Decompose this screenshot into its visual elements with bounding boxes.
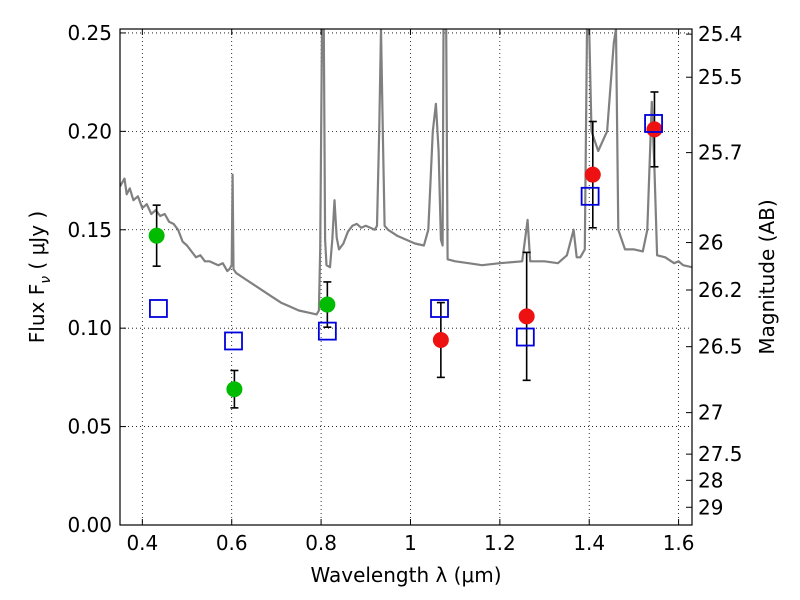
- model-band-point: [430, 299, 449, 318]
- data-point: [518, 308, 535, 325]
- x-tick-label: 1: [404, 531, 417, 555]
- data-point: [319, 296, 336, 313]
- data-point: [584, 166, 601, 183]
- y-tick-label: 0.15: [67, 218, 112, 242]
- right-axis-label: Magnitude (AB): [755, 199, 779, 354]
- data-point: [432, 331, 449, 348]
- model-band-point: [644, 114, 663, 133]
- error-bars: [152, 91, 659, 409]
- grid-lines: [120, 29, 692, 526]
- x-tick-label: 1.6: [663, 531, 695, 555]
- right-tick-label: 25.5: [698, 65, 743, 89]
- right-tick-label: 27: [698, 401, 723, 425]
- model-spectrum: [120, 29, 692, 316]
- x-tick-label: 1.4: [573, 531, 605, 555]
- x-tick-label: 1.2: [484, 531, 516, 555]
- x-axis-label: Wavelength λ (μm): [310, 563, 501, 587]
- model-band-point: [149, 299, 168, 318]
- x-tick-label: 0.8: [305, 531, 337, 555]
- right-tick-label: 26.2: [698, 278, 743, 302]
- model-band-point: [224, 331, 243, 351]
- right-tick-label: 25.4: [698, 22, 743, 46]
- y-axis-label-subscript: ν: [38, 276, 54, 284]
- data-point: [148, 227, 165, 244]
- y-axis-label: Flux Fν ( μJy ): [25, 211, 54, 343]
- y-tick-label: 0.10: [67, 316, 112, 340]
- plot-frame: [119, 28, 693, 526]
- right-tick-label: 26.5: [698, 335, 743, 359]
- y-axis-label-unit: ( μJy ): [25, 211, 49, 276]
- model-spectrum-line: [120, 29, 692, 316]
- data-point: [226, 381, 243, 398]
- right-tick-label: 28: [698, 468, 723, 492]
- axis-ticks: 0.4 0.6 0.8 1 1.2 1.4 1.6 0.00 0.05 0.10 0.15 0.20 0…: [67, 21, 742, 555]
- y-tick-label: 0.20: [67, 119, 112, 143]
- y-axis-label-main: Flux F: [25, 284, 49, 343]
- y-tick-label: 0.25: [67, 21, 112, 45]
- right-tick-label: 26: [698, 231, 723, 255]
- model-band-point: [515, 327, 535, 347]
- y-tick-label: 0.00: [67, 513, 112, 537]
- model-band-point: [580, 186, 600, 206]
- model-band-point: [317, 321, 337, 341]
- right-tick-label: 29: [698, 495, 723, 519]
- right-tick-label: 27.5: [698, 442, 743, 466]
- right-tick-label: 25.7: [698, 141, 743, 165]
- data-point: [646, 121, 663, 138]
- x-tick-label: 0.6: [216, 531, 248, 555]
- x-tick-label: 0.4: [126, 531, 158, 555]
- y-tick-label: 0.05: [67, 415, 112, 439]
- data-markers: [148, 114, 663, 398]
